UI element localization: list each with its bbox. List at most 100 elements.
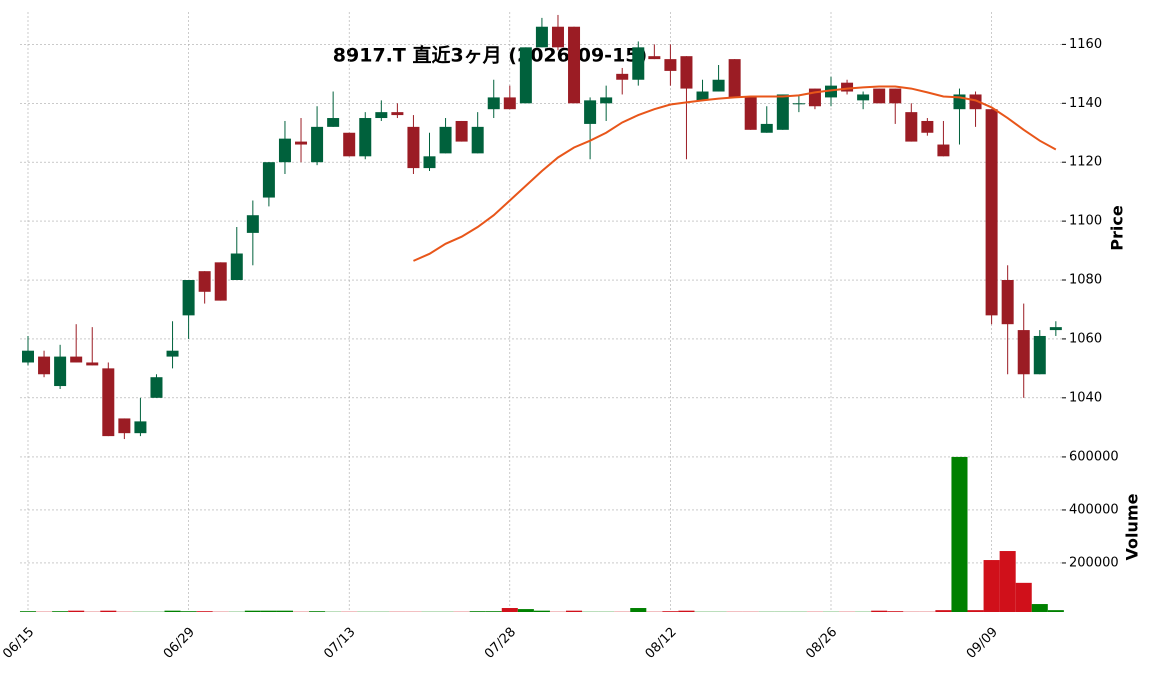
x-tick-label: 09/09 [964, 625, 1001, 662]
volume-bar [1000, 551, 1016, 612]
volume-bar [935, 610, 951, 612]
candle-body [616, 74, 628, 80]
candle-body [584, 100, 596, 124]
x-tick-label: 07/13 [321, 625, 358, 662]
volume-bar [165, 611, 181, 612]
candle-body [632, 47, 644, 79]
volume-bar [968, 610, 984, 612]
candle-body [22, 351, 34, 363]
candle-body [359, 118, 371, 156]
candle-body [247, 215, 259, 233]
candle-body [986, 109, 998, 315]
candle-body [150, 377, 162, 398]
x-tick-label: 08/26 [803, 625, 840, 662]
candle-body [841, 83, 853, 92]
volume-bar [871, 611, 887, 612]
candle-body [263, 162, 275, 197]
volume-bar [197, 611, 213, 612]
x-tick-label: 08/12 [643, 625, 680, 662]
candle-body [745, 97, 757, 129]
candle-body [664, 59, 676, 71]
volume-bar [245, 611, 261, 612]
y-tick-label: 1060 [1069, 331, 1102, 346]
candle-body [1050, 327, 1062, 330]
candle-body [488, 97, 500, 109]
candle-body [279, 139, 291, 163]
volume-bar [1048, 610, 1064, 612]
candle-body [793, 103, 805, 104]
candle-body [905, 112, 917, 141]
volume-tick-label: 400000 [1069, 502, 1119, 517]
volume-bar [1032, 604, 1048, 612]
volume-bar [662, 611, 678, 612]
y-tick-label: 1160 [1069, 37, 1102, 52]
volume-bar [277, 611, 293, 612]
volume-tick-label: 200000 [1069, 555, 1119, 570]
candle-body [536, 27, 548, 48]
candle-body [1034, 336, 1046, 374]
y-tick-label: 1040 [1069, 390, 1102, 405]
x-tick-label: 06/29 [161, 625, 198, 662]
candle-body [729, 59, 741, 97]
x-tick-label: 07/28 [482, 625, 519, 662]
volume-bar [181, 611, 197, 612]
volume-bar [887, 611, 903, 612]
volume-bar [68, 611, 84, 612]
y-tick-label: 1100 [1069, 214, 1102, 229]
volume-bar [486, 611, 502, 612]
candle-body [937, 145, 949, 157]
volume-tick-label: 600000 [1069, 449, 1119, 464]
candle-body [472, 127, 484, 154]
candle-body [424, 156, 436, 168]
volume-bar [984, 560, 1000, 612]
candle-body [777, 94, 789, 129]
volume-axis-label: Volume [1123, 493, 1142, 560]
volume-bar [678, 611, 694, 612]
x-tick-label: 06/15 [0, 625, 37, 662]
candle-body [54, 357, 66, 386]
volume-bar [100, 611, 116, 612]
volume-bar [951, 457, 967, 612]
candle-body [761, 124, 773, 133]
candle-body [921, 121, 933, 133]
candle-body [391, 112, 403, 115]
candle-body [183, 280, 195, 315]
candle-body [134, 421, 146, 433]
y-tick-label: 1080 [1069, 273, 1102, 288]
volume-bar [309, 611, 325, 612]
y-axis-label: Price [1108, 205, 1127, 251]
volume-bar [52, 611, 68, 612]
candle-body [456, 121, 468, 142]
candle-body [857, 94, 869, 100]
volume-bar [1016, 583, 1032, 612]
candle-body [713, 80, 725, 92]
candle-body [873, 89, 885, 104]
candle-body [86, 362, 98, 365]
candle-body [231, 254, 243, 281]
volume-bar [502, 608, 518, 612]
candle-body [167, 351, 179, 357]
candle-body [327, 118, 339, 127]
candle-body [70, 357, 82, 363]
chart-title: 8917.T 直近3ヶ月 (2026-09-15) [333, 44, 647, 67]
candle-body [568, 27, 580, 104]
candle-body [552, 27, 564, 48]
candle-body [1002, 280, 1014, 324]
volume-bar [261, 611, 277, 612]
volume-bar [470, 611, 486, 612]
candle-body [648, 56, 660, 59]
volume-bar [518, 609, 534, 612]
volume-bar [20, 611, 36, 612]
candle-body [600, 97, 612, 103]
candle-body [504, 97, 516, 109]
volume-bar [566, 611, 582, 612]
candle-body [199, 271, 211, 292]
candle-body [215, 262, 227, 300]
candle-body [295, 142, 307, 145]
candle-body [311, 127, 323, 162]
candle-body [407, 127, 419, 168]
candle-body [440, 127, 452, 154]
candle-body [102, 368, 114, 436]
candle-body [520, 47, 532, 103]
